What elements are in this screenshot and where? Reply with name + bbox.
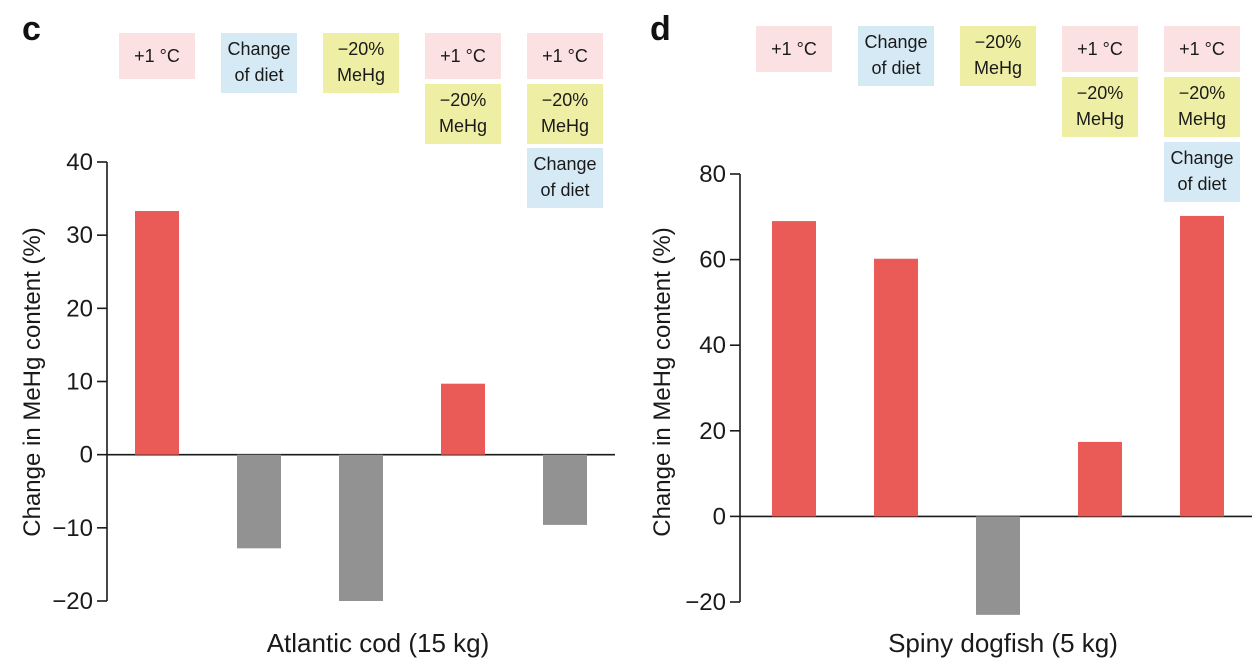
y-tick-label: 30 (66, 222, 93, 249)
scenario-chip-label: +1 °C (440, 46, 486, 66)
scenario-chip-mehg (1062, 77, 1138, 137)
y-tick-label: 40 (699, 332, 726, 359)
y-tick-label: −20 (685, 589, 726, 616)
scenario-chip-label: Change (1170, 148, 1233, 168)
scenario-chip-diet (858, 26, 934, 86)
scenario-chip-label: of diet (540, 180, 589, 200)
scenario-chip-warming (527, 33, 603, 79)
bar-1 (135, 211, 179, 455)
scenario-chip-label: MeHg (1178, 109, 1226, 129)
y-tick-label: 20 (66, 295, 93, 322)
scenario-chip-mehg (323, 33, 399, 93)
scenario-chip-label: MeHg (1076, 109, 1124, 129)
scenario-chip-label: of diet (1177, 174, 1226, 194)
bar-3 (976, 516, 1020, 615)
y-tick-label: −10 (52, 515, 93, 542)
bar-2 (874, 258, 918, 517)
y-tick-label: 0 (713, 503, 726, 530)
scenario-chip-label: MeHg (439, 116, 487, 136)
scenario-chip-label: Change (864, 32, 927, 52)
scenario-chip-diet (221, 33, 297, 93)
y-tick-label: 40 (66, 149, 93, 176)
scenario-chip-warming (1062, 26, 1138, 72)
y-tick-label: 80 (699, 161, 726, 188)
bar-5 (543, 454, 587, 525)
scenario-chip-label: −20% (975, 32, 1022, 52)
scenario-chip-label: +1 °C (1179, 39, 1225, 59)
panel-d-plot: −20 0 20 40 60 80 +1 °C Change of diet −20% MeHg +1… (685, 26, 1252, 616)
scenario-chip-label: +1 °C (542, 46, 588, 66)
scenario-chip-label: +1 °C (1077, 39, 1123, 59)
panel-c-x-axis-label: Atlantic cod (15 kg) (267, 628, 490, 658)
scenario-chip-label: of diet (871, 58, 920, 78)
y-tick-label: 0 (80, 442, 93, 469)
scenario-chip-mehg (1164, 77, 1240, 137)
scenario-chip-warming (425, 33, 501, 79)
scenario-chip-label: of diet (234, 65, 283, 85)
bar-1 (772, 221, 816, 517)
scenario-chip-label: Change (533, 154, 596, 174)
scenario-chip-warming (119, 33, 195, 79)
bar-3 (339, 454, 383, 601)
scenario-chip-diet (1164, 142, 1240, 202)
scenario-chip-label: +1 °C (134, 46, 180, 66)
y-tick-label: 60 (699, 247, 726, 274)
scenario-chip-label: MeHg (541, 116, 589, 136)
scenario-chip-label: MeHg (337, 65, 385, 85)
scenario-chip-label: −20% (542, 90, 589, 110)
panel-d-y-axis-label: Change in MeHg content (%) (649, 227, 676, 537)
panel-d-letter: d (650, 10, 671, 48)
scenario-chip-label: +1 °C (771, 39, 817, 59)
y-tick-label: 10 (66, 369, 93, 396)
scenario-chip-diet (527, 148, 603, 208)
panel-c-letter: c (22, 10, 41, 48)
scenario-chip-warming (1164, 26, 1240, 72)
y-tick-label: 20 (699, 418, 726, 445)
panel-c-y-axis-label: Change in MeHg content (%) (19, 227, 46, 537)
panel-d-x-axis-label: Spiny dogfish (5 kg) (888, 628, 1118, 658)
panel-c-plot: −20 −10 0 10 20 30 40 +1 °C Change of diet −20% MeH… (52, 33, 615, 615)
scenario-chip-label: −20% (1179, 83, 1226, 103)
scenario-chip-label: MeHg (974, 58, 1022, 78)
scenario-chip-warming (756, 26, 832, 72)
scenario-chip-label: −20% (1077, 83, 1124, 103)
scenario-chip-label: Change (227, 39, 290, 59)
y-tick-label: −20 (52, 588, 93, 615)
bar-5 (1180, 215, 1224, 517)
bar-2 (237, 454, 281, 549)
scenario-chip-mehg (425, 84, 501, 144)
scenario-chip-label: −20% (338, 39, 385, 59)
scenario-chip-mehg (527, 84, 603, 144)
bar-4 (441, 383, 485, 455)
bar-4 (1078, 441, 1122, 517)
scenario-chip-mehg (960, 26, 1036, 86)
scenario-chip-label: −20% (440, 90, 487, 110)
